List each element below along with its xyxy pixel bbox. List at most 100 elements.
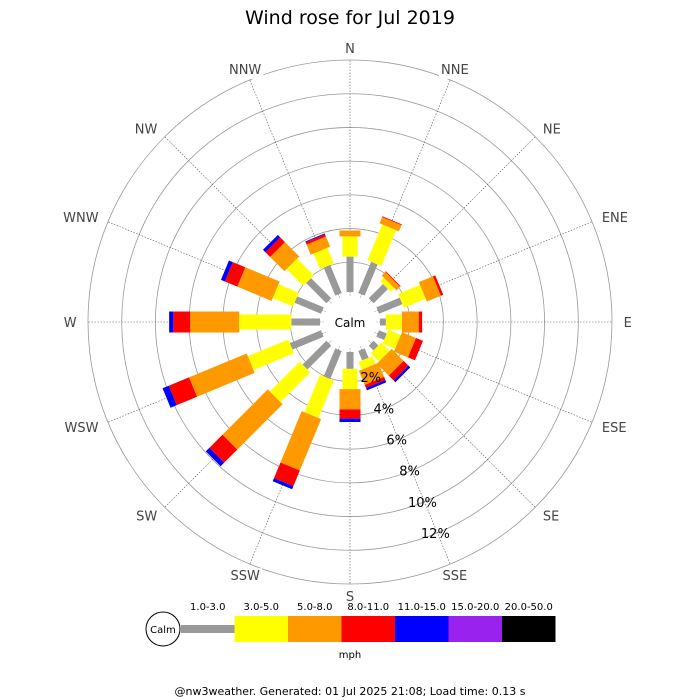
bar-sse-3-0-5-0	[358, 356, 376, 370]
direction-labels: N NNE NE ENE E ESE SE SSE S SSW SW WSW W WNW NW NNW	[61, 41, 634, 606]
bar-wnw-5-0-8-0	[237, 267, 280, 301]
bar-nnw-5-0-8-0	[306, 236, 331, 255]
spoke-ne	[368, 136, 536, 304]
legend-label-15-0-20-0: 15.0-20.0	[451, 602, 499, 613]
direction-label-sse: SSE	[442, 569, 467, 584]
direction-label-bg	[226, 61, 264, 79]
grid-circle	[87, 59, 613, 585]
direction-label-nne: NNE	[441, 63, 469, 78]
bar-ssw-11-0-15-0	[272, 478, 294, 490]
legend-label-11-0-15-0: 11.0-15.0	[398, 602, 446, 613]
bar-nw-1-0-3-0	[306, 278, 332, 304]
bar-wsw-3-0-5-0	[247, 339, 295, 371]
bar-sw-11-0-15-0	[205, 447, 225, 467]
calm-circle	[323, 295, 377, 349]
legend-swatch-15-0-20-0	[448, 616, 502, 642]
bar-wsw-8-0-11-0	[168, 377, 198, 406]
bar-sse-5-0-8-0	[358, 362, 385, 385]
radial-tick-4-: 4%	[373, 402, 394, 417]
bar-sw-3-0-5-0	[269, 361, 311, 403]
bar-wsw-11-0-15-0	[162, 385, 177, 408]
legend-swatch-20-0-50-0	[502, 616, 556, 642]
direction-label-bg	[440, 568, 470, 586]
footer-text: @nw3weather. Generated: 01 Jul 2025 21:0…	[175, 685, 526, 698]
direction-label-bg	[61, 315, 79, 332]
bar-ene-8-0-11-0	[432, 275, 444, 296]
bar-ssw-3-0-5-0	[304, 374, 334, 418]
direction-label-sw: SW	[136, 510, 157, 525]
bar-se-1-0-3-0	[368, 340, 379, 351]
legend-calm-label: Calm	[150, 625, 176, 636]
bar-nne-1-0-3-0	[358, 261, 378, 296]
legend-label-8-0-11-0: 8.0-11.0	[347, 602, 389, 613]
bar-nnw-8-0-11-0	[305, 234, 326, 245]
direction-label-nw: NW	[135, 122, 158, 137]
bar-nw-8-0-11-0	[265, 237, 285, 257]
bar-nw-11-0-15-0	[262, 234, 281, 253]
legend-label-5-0-8-0: 5.0-8.0	[297, 602, 332, 613]
bar-ese-1-0-3-0	[376, 330, 387, 340]
radial-tick-10-: 10%	[408, 496, 437, 511]
direction-label-bg	[62, 419, 101, 437]
bar-wnw-3-0-5-0	[272, 284, 299, 307]
bar-se-3-0-5-0	[370, 342, 390, 362]
bar-sse-1-0-3-0	[358, 348, 369, 361]
legend-label-3-0-5-0: 3.0-5.0	[244, 602, 279, 613]
direction-label-bg	[343, 589, 357, 606]
direction-label-bg	[540, 121, 563, 139]
legend-swatch-8-0-11-0	[341, 616, 395, 642]
legend-units: mph	[339, 650, 361, 661]
direction-label-wnw: WNW	[63, 211, 99, 226]
bar-ese-3-0-5-0	[382, 329, 401, 349]
radial-tick-6-: 6%	[386, 433, 407, 448]
wind-bars	[162, 216, 444, 490]
bar-wnw-8-0-11-0	[224, 262, 246, 287]
bar-wsw-5-0-8-0	[189, 353, 255, 397]
calm-label: Calm	[335, 316, 366, 330]
bar-nw-5-0-8-0	[270, 242, 300, 272]
speed-legend: Calm 1.0-3.0 3.0-5.0 5.0-8.0 8.0-11.0 11.0-1…	[145, 602, 556, 661]
direction-label-w: W	[64, 316, 77, 331]
chart-title: Wind rose for Jul 2019	[245, 7, 455, 29]
direction-label-n: N	[345, 42, 355, 57]
bar-ne-1-0-3-0	[368, 284, 388, 304]
bar-se-11-0-15-0	[393, 365, 411, 383]
bar-ssw-1-0-3-0	[323, 348, 342, 380]
bar-ssw-8-0-11-0	[273, 462, 300, 487]
bar-nw-3-0-5-0	[286, 258, 314, 286]
bar-wsw-1-0-3-0	[289, 330, 324, 350]
bar-ne-5-0-8-0	[381, 271, 401, 291]
legend-swatch-11-0-15-0	[395, 616, 449, 642]
direction-label-bg	[621, 315, 634, 332]
direction-label-bg	[599, 419, 629, 437]
radial-tick-12-: 12%	[421, 527, 450, 542]
bar-sse-8-0-11-0	[364, 376, 386, 388]
direction-label-s: S	[346, 590, 354, 605]
bar-wnw-1-0-3-0	[294, 296, 324, 314]
bar-ne-3-0-5-0	[380, 277, 395, 292]
direction-label-e: E	[624, 316, 632, 331]
direction-label-bg	[599, 210, 630, 228]
direction-label-bg	[134, 508, 160, 526]
legend-calm-circle	[145, 611, 181, 647]
bar-nnw-1-0-3-0	[323, 264, 342, 296]
direction-label-ssw: SSW	[230, 569, 260, 584]
direction-label-ne: NE	[543, 122, 561, 137]
bar-nnw-3-0-5-0	[313, 247, 334, 270]
bar-sw-5-0-8-0	[222, 389, 283, 450]
bar-wnw-11-0-15-0	[220, 260, 233, 282]
bar-sw-1-0-3-0	[302, 340, 332, 370]
bar-ene-5-0-8-0	[418, 276, 441, 302]
bar-ene-1-0-3-0	[376, 297, 403, 314]
bar-ese-8-0-11-0	[407, 337, 424, 361]
legend-label-20-0-50-0: 20.0-50.0	[505, 602, 553, 613]
legend-swatch-5-0-8-0	[288, 616, 342, 642]
direction-label-bg	[228, 568, 262, 586]
bar-ssw-5-0-8-0	[280, 411, 322, 471]
radial-tick-8-: 8%	[399, 465, 420, 480]
legend-swatch-1-0-3-0	[181, 625, 235, 633]
radial-tick-2-: 2%	[361, 371, 382, 386]
direction-label-bg	[132, 121, 160, 139]
direction-label-se: SE	[543, 510, 559, 525]
